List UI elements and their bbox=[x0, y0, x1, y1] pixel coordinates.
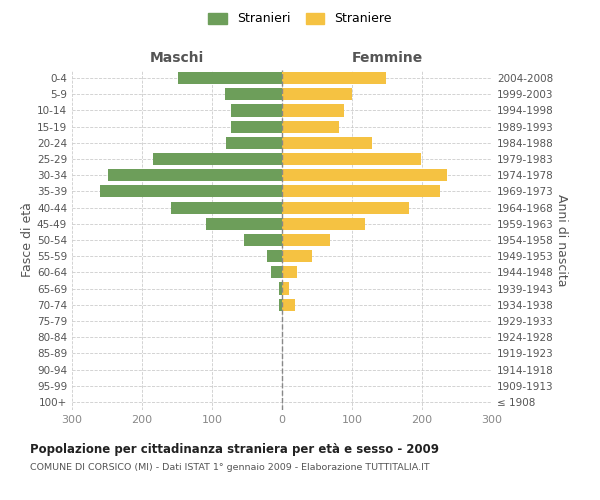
Bar bbox=[282, 153, 421, 165]
Bar bbox=[282, 186, 439, 198]
Bar bbox=[206, 218, 282, 230]
Bar bbox=[271, 266, 282, 278]
Bar bbox=[282, 234, 329, 246]
Bar bbox=[226, 137, 282, 149]
Bar bbox=[282, 88, 352, 101]
Text: Popolazione per cittadinanza straniera per età e sesso - 2009: Popolazione per cittadinanza straniera p… bbox=[30, 442, 439, 456]
Bar bbox=[282, 298, 295, 311]
Bar bbox=[178, 72, 282, 84]
Bar bbox=[282, 202, 409, 213]
Bar bbox=[278, 298, 282, 311]
Bar bbox=[231, 120, 282, 132]
Bar bbox=[282, 169, 446, 181]
Bar bbox=[244, 234, 282, 246]
Bar bbox=[224, 88, 282, 101]
Bar bbox=[282, 250, 312, 262]
Bar bbox=[282, 120, 340, 132]
Text: Femmine: Femmine bbox=[352, 51, 422, 65]
Bar bbox=[282, 266, 298, 278]
Text: COMUNE DI CORSICO (MI) - Dati ISTAT 1° gennaio 2009 - Elaborazione TUTTITALIA.IT: COMUNE DI CORSICO (MI) - Dati ISTAT 1° g… bbox=[30, 462, 430, 471]
Bar bbox=[282, 282, 289, 294]
Bar bbox=[282, 137, 371, 149]
Bar bbox=[279, 282, 282, 294]
Bar bbox=[152, 153, 282, 165]
Bar bbox=[100, 186, 282, 198]
Bar bbox=[282, 104, 344, 117]
Y-axis label: Fasce di età: Fasce di età bbox=[21, 202, 34, 278]
Bar bbox=[109, 169, 282, 181]
Legend: Stranieri, Straniere: Stranieri, Straniere bbox=[205, 8, 395, 29]
Text: Maschi: Maschi bbox=[150, 51, 204, 65]
Y-axis label: Anni di nascita: Anni di nascita bbox=[554, 194, 568, 286]
Bar bbox=[282, 218, 365, 230]
Bar bbox=[172, 202, 282, 213]
Bar bbox=[282, 72, 386, 84]
Bar bbox=[231, 104, 282, 117]
Bar bbox=[266, 250, 282, 262]
